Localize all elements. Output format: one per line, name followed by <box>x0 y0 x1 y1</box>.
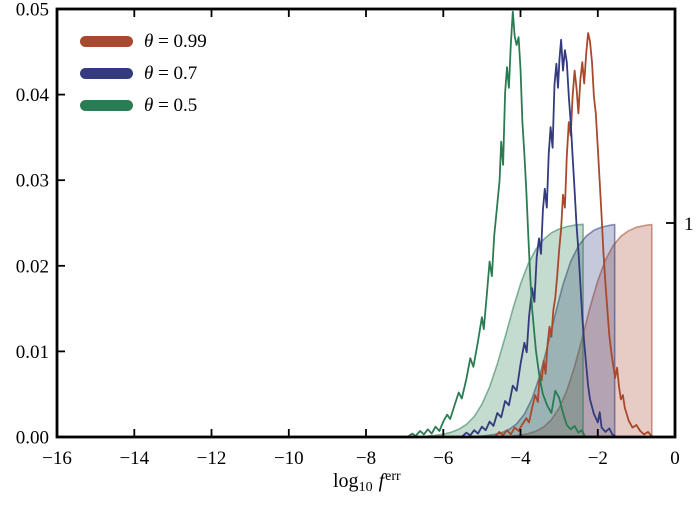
axes-ticks <box>56 8 676 438</box>
tick-labels: −16 −14 −12 −10 −8 −6 −4 −2 0 0.00 0.01 0.02 0.03 0.0… <box>16 0 694 469</box>
pdf-line-theta-0.99 <box>494 32 653 437</box>
x-tick-label: −6 <box>433 448 453 469</box>
legend-swatch-theta-0.5 <box>80 100 133 111</box>
legend-item-theta-0.5: θ = 0.5 <box>80 95 207 116</box>
theta-symbol: θ <box>144 62 154 84</box>
y-tick-label: 0.01 <box>16 342 49 363</box>
pdf-lines <box>407 10 653 437</box>
y-tick-label: 0.04 <box>16 85 50 106</box>
x-tick-label: −14 <box>119 448 149 469</box>
x-tick-label: −8 <box>356 448 376 469</box>
legend-label-theta-0.99: θ = 0.99 <box>144 31 207 53</box>
y-tick-label: 0.05 <box>16 0 49 21</box>
theta-symbol: θ <box>144 30 154 52</box>
x-tick-label: −12 <box>197 448 227 469</box>
cdf-fill-theta-0.99 <box>511 223 653 438</box>
legend-label-theta-0.5: θ = 0.5 <box>144 95 197 117</box>
legend-value: = 0.5 <box>153 94 198 116</box>
x-tick-label: −10 <box>274 448 304 469</box>
cdf-fills <box>427 223 653 438</box>
x-axis-label-subscript: 10 <box>359 480 373 495</box>
x-axis-label-f: f <box>379 470 387 492</box>
x-axis-label-log: log <box>333 470 359 492</box>
y-tick-label: 0.03 <box>16 171 49 192</box>
legend-item-theta-0.7: θ = 0.7 <box>80 63 207 84</box>
x-tick-label: −2 <box>588 448 608 469</box>
x-tick-label: −16 <box>42 448 72 469</box>
right-axis-tick-label: 1 <box>684 214 694 235</box>
y-tick-label: 0.00 <box>16 428 49 449</box>
pdf-line-theta-0.5 <box>407 10 586 437</box>
y-tick-label: 0.02 <box>16 256 49 277</box>
legend-value: = 0.7 <box>153 62 198 84</box>
theta-symbol: θ <box>144 94 154 116</box>
pdf-line-theta-0.7 <box>461 38 616 437</box>
legend-label-theta-0.7: θ = 0.7 <box>144 63 197 85</box>
x-tick-label: 0 <box>670 448 680 469</box>
x-axis-label-superscript: err <box>385 469 401 484</box>
legend-item-theta-0.99: θ = 0.99 <box>80 31 207 52</box>
cdf-fill-theta-0.5 <box>427 223 584 438</box>
legend-value: = 0.99 <box>153 30 207 52</box>
legend-swatch-theta-0.99 <box>80 36 133 47</box>
x-axis-label: log10 ferr <box>333 469 401 495</box>
x-tick-label: −4 <box>510 448 531 469</box>
legend: θ = 0.99 θ = 0.7 θ = 0.5 <box>80 31 207 116</box>
legend-swatch-theta-0.7 <box>80 68 133 79</box>
